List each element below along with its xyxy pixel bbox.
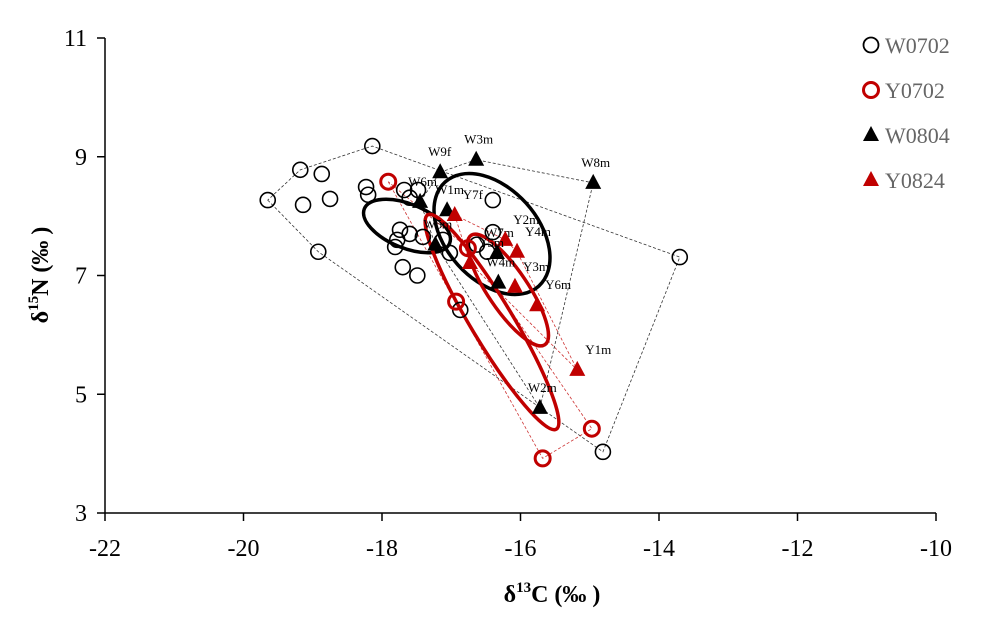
point-label: W1m xyxy=(435,182,464,197)
point-w0702 xyxy=(391,221,409,239)
point-label: W3m xyxy=(464,132,493,147)
point-w0702 xyxy=(259,191,277,209)
point-y0702 xyxy=(533,449,552,468)
point-w0702 xyxy=(386,238,404,256)
point-w0804 xyxy=(432,163,449,179)
point-w0702 xyxy=(484,191,502,209)
point-y0824 xyxy=(529,296,546,312)
point-w0804 xyxy=(490,273,507,289)
point-w0702 xyxy=(401,225,419,243)
x-tick-label: -22 xyxy=(89,536,121,562)
point-w0804 xyxy=(412,192,429,208)
point-w0804 xyxy=(531,398,548,414)
point-label: Y7f xyxy=(463,187,484,202)
point-w0702 xyxy=(394,258,412,276)
point-y0824 xyxy=(446,205,463,221)
point-y0824 xyxy=(461,254,478,270)
point-w0804 xyxy=(488,243,505,259)
point-label: Y4m xyxy=(525,224,551,239)
point-w0702 xyxy=(484,223,502,241)
point-w0702 xyxy=(321,190,339,208)
point-w0702 xyxy=(401,189,419,207)
point-w0804 xyxy=(427,235,444,251)
point-y0824 xyxy=(497,230,514,246)
point-w0702 xyxy=(409,267,426,284)
point-label: W6m xyxy=(408,174,437,189)
point-w0702 xyxy=(414,228,432,246)
legend-label: Y0824 xyxy=(885,168,945,193)
point-label: Y6m xyxy=(545,277,571,292)
y-tick-label: 11 xyxy=(64,26,87,52)
point-label: W9f xyxy=(428,144,452,159)
point-w0702 xyxy=(441,244,459,262)
y-tick-label: 9 xyxy=(75,145,87,171)
x-tick-label: -20 xyxy=(228,536,260,562)
point-w0804 xyxy=(468,150,485,166)
point-label: W8m xyxy=(581,155,610,170)
point-label: W5m xyxy=(423,217,452,232)
ellipse-y0702 xyxy=(423,212,561,432)
x-axis-label: δ13C (‰ ) xyxy=(504,580,601,608)
point-y0702 xyxy=(447,292,466,311)
point-label: W4m xyxy=(486,255,515,270)
x-tick-label: -14 xyxy=(643,536,675,562)
point-w0702 xyxy=(294,196,312,214)
legend-label: W0804 xyxy=(885,123,950,148)
point-y0702 xyxy=(582,419,601,438)
point-label: Y3m xyxy=(523,259,549,274)
point-y0824 xyxy=(509,242,526,258)
point-y0702 xyxy=(458,239,477,258)
point-w0702 xyxy=(594,443,612,461)
point-y0702 xyxy=(379,172,398,191)
legend-marker xyxy=(863,126,879,141)
x-tick-label: -12 xyxy=(782,536,814,562)
point-label: Y2m xyxy=(513,212,539,227)
legend-marker xyxy=(862,36,880,54)
ellipse-w0804 xyxy=(432,171,552,297)
x-tick-label: -10 xyxy=(920,536,952,562)
legend-label: W0702 xyxy=(885,33,950,58)
point-w0702 xyxy=(671,248,689,266)
point-w0702 xyxy=(357,178,375,196)
legend-label: Y0702 xyxy=(885,78,945,103)
legend-marker xyxy=(863,171,879,186)
point-w0702 xyxy=(359,186,377,204)
point-w0702 xyxy=(468,236,486,253)
legend-marker xyxy=(862,81,880,99)
y-axis-label: δ15N (‰ ) xyxy=(26,227,54,324)
point-label: Y5m xyxy=(478,235,504,250)
x-tick-label: -18 xyxy=(366,536,398,562)
point-w0702 xyxy=(364,137,381,155)
y-tick-label: 5 xyxy=(75,382,87,408)
point-w0702 xyxy=(291,161,309,179)
hull-y0702 xyxy=(387,181,593,459)
x-tick-label: -16 xyxy=(505,536,537,562)
point-y0824 xyxy=(569,360,586,376)
point-y0824 xyxy=(506,277,523,293)
y-tick-label: 3 xyxy=(75,501,87,527)
point-w0804 xyxy=(585,173,602,189)
hull-w0702 xyxy=(267,145,681,453)
point-w0804 xyxy=(439,201,456,217)
ellipse-y0824 xyxy=(465,232,551,348)
point-label: Y1m xyxy=(585,342,611,357)
point-w0702 xyxy=(309,243,327,261)
point-label: W2m xyxy=(528,380,557,395)
point-w0702 xyxy=(313,165,331,183)
y-tick-label: 7 xyxy=(75,264,87,290)
